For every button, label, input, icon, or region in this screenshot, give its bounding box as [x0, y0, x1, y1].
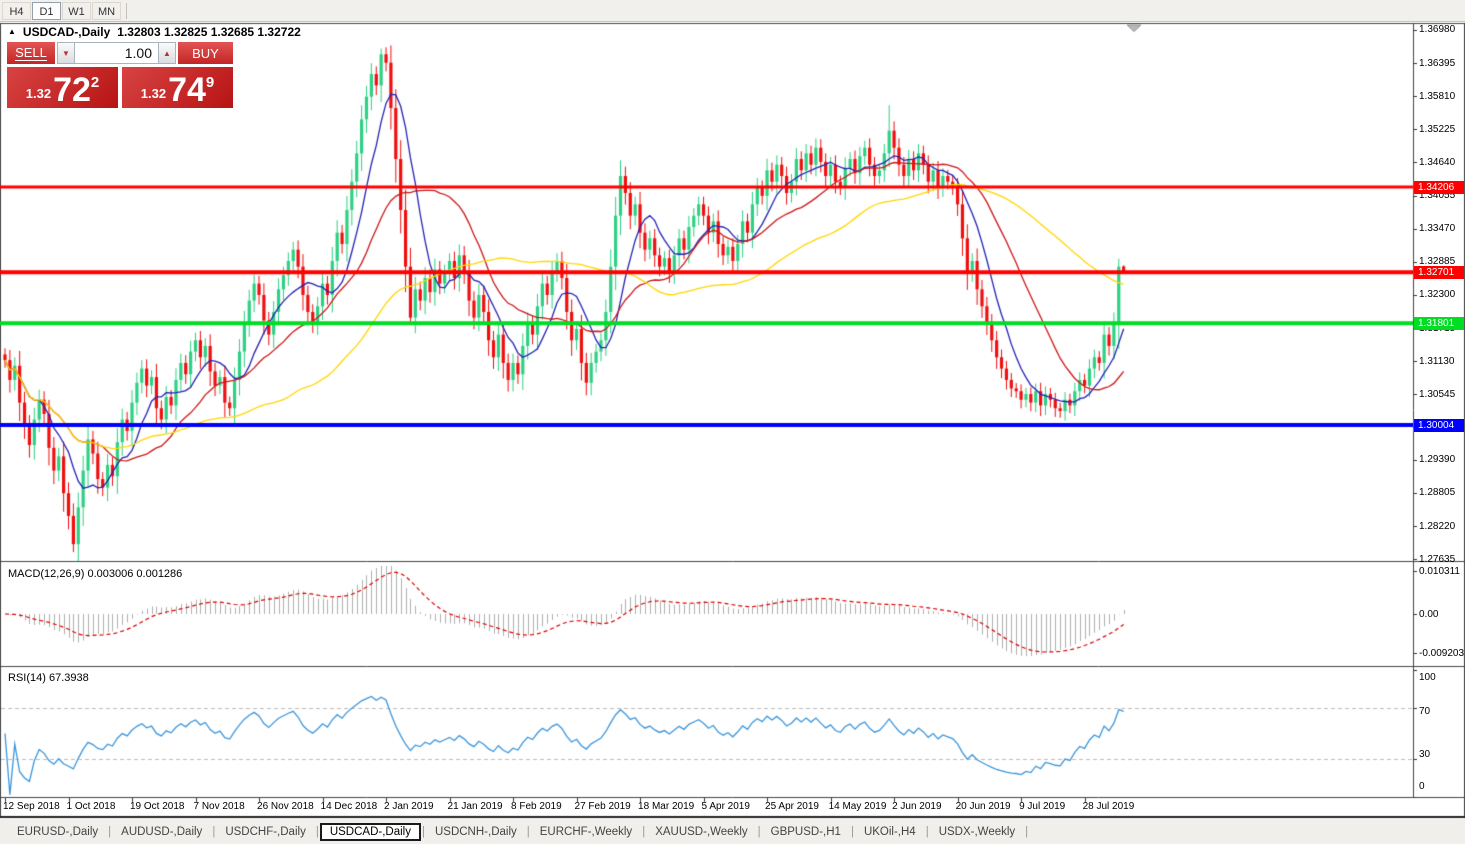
price-axis-tick: 1.36395: [1419, 57, 1456, 69]
sell-price-prefix: 1.32: [25, 86, 52, 101]
macd-axis-tick: 0.010311: [1419, 565, 1460, 577]
date-axis-label: 20 Jun 2019: [955, 801, 1011, 812]
rsi-axis-tick: 30: [1419, 748, 1431, 760]
tab-separator: |: [212, 825, 216, 838]
price-axis-tick: 1.35810: [1419, 90, 1456, 102]
symbol-arrow-icon: ▲: [8, 26, 16, 36]
sell-price-main: 72: [53, 71, 91, 109]
date-axis-label: 2 Jun 2019: [892, 801, 942, 812]
price-axis-tick: 1.29390: [1419, 454, 1456, 466]
chart-tab-usdcad[interactable]: USDCAD-,Daily: [319, 822, 421, 841]
timeframe-button-mn[interactable]: MN: [92, 1, 121, 20]
date-axis-label: 26 Nov 2018: [257, 801, 314, 812]
chart-tab-usdchf[interactable]: USDCHF-,Daily: [225, 825, 306, 838]
date-axis-label: 28 Jul 2019: [1082, 801, 1135, 812]
buy-button[interactable]: BUY: [176, 42, 233, 64]
tab-separator: |: [315, 825, 319, 838]
date-axis-label: 1 Oct 2018: [66, 801, 116, 812]
timeframe-toolbar: H4 D1 W1 MN: [0, 0, 1465, 22]
date-axis-label: 19 Oct 2018: [130, 801, 185, 812]
date-axis-label: 21 Jan 2019: [447, 801, 503, 812]
price-level-badge: 1.31801: [1414, 316, 1464, 330]
date-axis-label: 14 May 2019: [828, 801, 887, 812]
date-axis-label: 5 Apr 2019: [701, 801, 750, 812]
price-axis-tick: 1.33470: [1419, 223, 1456, 235]
ohlc-values: 1.32803 1.32825 1.32685 1.32722: [117, 25, 301, 39]
date-axis-label: 14 Dec 2018: [320, 801, 378, 812]
price-axis-tick: 1.31130: [1419, 355, 1455, 367]
price-axis-tick: 1.28805: [1419, 487, 1456, 499]
price-axis-tick: 1.32885: [1419, 256, 1456, 268]
timeframe-button-h4[interactable]: H4: [2, 1, 31, 20]
date-axis-label: 7 Nov 2018: [193, 801, 245, 812]
symbol-name: USDCAD-,Daily: [22, 25, 111, 39]
tab-separator: |: [757, 825, 761, 838]
price-axis-tick: 1.32300: [1419, 289, 1456, 301]
chart-tabbar: EURUSD-,Daily | AUDUSD-,Daily | USDCHF-,Dail…: [0, 819, 1465, 844]
tab-separator: |: [925, 825, 929, 838]
price-axis-tick: 1.34055: [1419, 190, 1456, 202]
chart-tab-eurusd[interactable]: EURUSD-,Daily: [17, 825, 99, 838]
date-axis-label: 8 Feb 2019: [511, 801, 562, 812]
buy-price-pipette: 9: [205, 74, 215, 91]
chart-tab-eurchf[interactable]: EURCHF-,Weekly: [539, 825, 633, 838]
spin-up-icon: ▲: [163, 48, 171, 58]
chart-tab-ukoil[interactable]: UKOil-,H4: [863, 825, 916, 838]
chart-tab-xauusd[interactable]: XAUUSD-,Weekly: [655, 825, 748, 838]
timeframe-button-w1[interactable]: W1: [62, 1, 91, 20]
macd-axis-tick: 0.00: [1419, 608, 1439, 620]
toolbar-separator: [126, 2, 127, 19]
price-level-badge: 1.30004: [1414, 418, 1464, 432]
date-axis-label: 27 Feb 2019: [574, 801, 631, 812]
date-axis-label: 25 Apr 2019: [765, 801, 819, 812]
buy-price-prefix: 1.32: [140, 86, 167, 101]
chart-tab-usdx[interactable]: USDX-,Weekly: [938, 825, 1016, 838]
tab-separator: |: [1025, 825, 1029, 838]
price-axis-tick: 1.36980: [1419, 24, 1456, 36]
chart-tab-usdcnh[interactable]: USDCNH-,Daily: [434, 825, 517, 838]
rsi-axis-tick: 70: [1419, 705, 1431, 717]
price-axis-tick: 1.35225: [1419, 123, 1456, 135]
date-axis-label: 12 Sep 2018: [3, 801, 60, 812]
buy-price-main: 74: [168, 71, 206, 109]
tab-separator: |: [850, 825, 854, 838]
rsi-axis-tick: 0: [1419, 780, 1425, 792]
rsi-axis-tick: 100: [1419, 671, 1436, 683]
tab-separator: |: [526, 825, 530, 838]
price-axis-tick: 1.34640: [1419, 156, 1456, 168]
chart-tab-gbpusd[interactable]: GBPUSD-,H1: [770, 825, 841, 838]
spin-down-icon: ▼: [62, 48, 70, 58]
date-axis-label: 2 Jan 2019: [384, 801, 434, 812]
macd-indicator-label: MACD(12,26,9) 0.003006 0.001286: [8, 568, 183, 580]
sell-price-box[interactable]: 1.32 72 2: [7, 67, 118, 108]
macd-axis-tick: -0.009203: [1419, 647, 1465, 659]
timeframe-button-d1[interactable]: D1: [32, 1, 61, 20]
volume-input[interactable]: 1.00: [75, 42, 158, 64]
price-axis-tick: 1.28220: [1419, 520, 1456, 532]
volume-decrease-button[interactable]: ▼: [57, 42, 75, 64]
chart-tab-audusd[interactable]: AUDUSD-,Daily: [121, 825, 203, 838]
tab-separator: |: [421, 825, 425, 838]
chart-title: ▲ USDCAD-,Daily 1.32803 1.32825 1.32685 …: [8, 25, 301, 39]
one-click-trade-widget: SELL ▼ 1.00 ▲ BUY 1.32 72 2 1.32 74 9: [7, 42, 233, 108]
tab-separator: |: [642, 825, 646, 838]
price-axis-tick: 1.27635: [1419, 553, 1456, 565]
price-level-badge: 1.34206: [1414, 180, 1464, 194]
rsi-indicator-label: RSI(14) 67.3938: [8, 672, 89, 684]
sell-button[interactable]: SELL: [7, 42, 57, 64]
price-axis-tick: 1.30545: [1419, 388, 1456, 400]
buy-price-box[interactable]: 1.32 74 9: [122, 67, 233, 108]
date-axis-label: 18 Mar 2019: [638, 801, 695, 812]
price-level-badge: 1.32701: [1414, 265, 1464, 279]
volume-increase-button[interactable]: ▲: [158, 42, 176, 64]
sell-price-pipette: 2: [90, 74, 100, 91]
tab-separator: |: [108, 825, 112, 838]
date-axis-label: 9 Jul 2019: [1019, 801, 1066, 812]
